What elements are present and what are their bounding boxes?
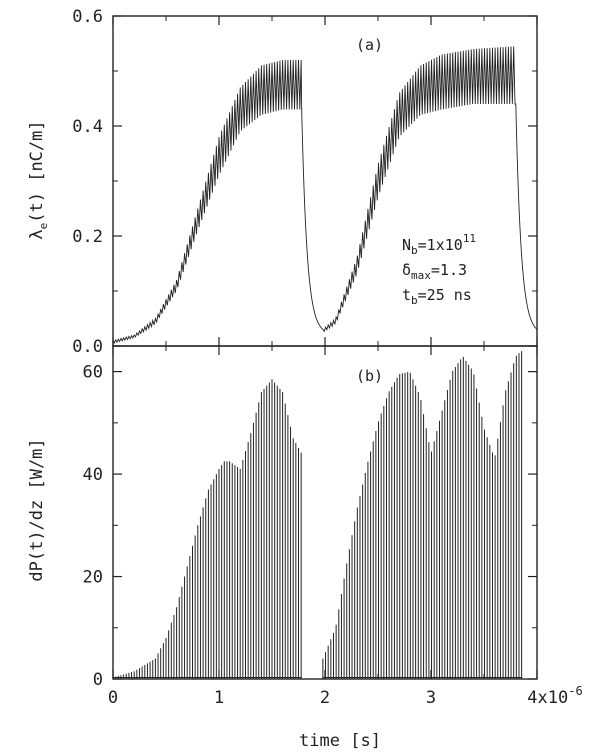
panel-a: 0.0 0.2 0.4 0.6 xyxy=(72,7,538,357)
x-tick-label: 0 xyxy=(108,688,118,708)
panel-b-ytick-label: 0 xyxy=(93,670,103,690)
panel-b-ytick-label: 60 xyxy=(83,363,103,383)
annotation-tb: tb=25 ns xyxy=(402,286,472,307)
panel-a-ylabel: λe(t) [nC/m] xyxy=(27,120,50,239)
panel-b-label: (b) xyxy=(356,367,383,385)
x-tick-label: 3 xyxy=(426,688,436,708)
panel-a-label: (a) xyxy=(356,36,383,54)
x-tick-label: 2 xyxy=(320,688,330,708)
panel-b-power-spikes xyxy=(112,351,523,679)
x-axis-label: time [s] xyxy=(299,731,381,751)
panel-a-ytick-label: 0.0 xyxy=(72,337,103,357)
panel-b-ylabel: dP(t)/dz [W/m] xyxy=(27,438,47,581)
panel-a-ytick-label: 0.6 xyxy=(72,7,103,27)
panel-b-ytick-label: 40 xyxy=(83,465,103,485)
x-tick-label: 4x10-6 xyxy=(527,684,582,708)
parameter-annotation: Nb=1x1011 δmax=1.3 tb=25 ns xyxy=(402,232,476,307)
annotation-delta: δmax=1.3 xyxy=(402,261,467,282)
annotation-nb: Nb=1x1011 xyxy=(402,232,476,257)
panel-a-density-curve xyxy=(112,46,538,344)
panel-b: 0 20 40 60 0 1 2 3 4x10-6 xyxy=(83,345,583,708)
panel-b-ytick-label: 20 xyxy=(83,568,103,588)
panel-a-ytick-label: 0.2 xyxy=(72,227,103,247)
x-tick-label: 1 xyxy=(214,688,224,708)
panel-a-ytick-label: 0.4 xyxy=(72,117,103,137)
